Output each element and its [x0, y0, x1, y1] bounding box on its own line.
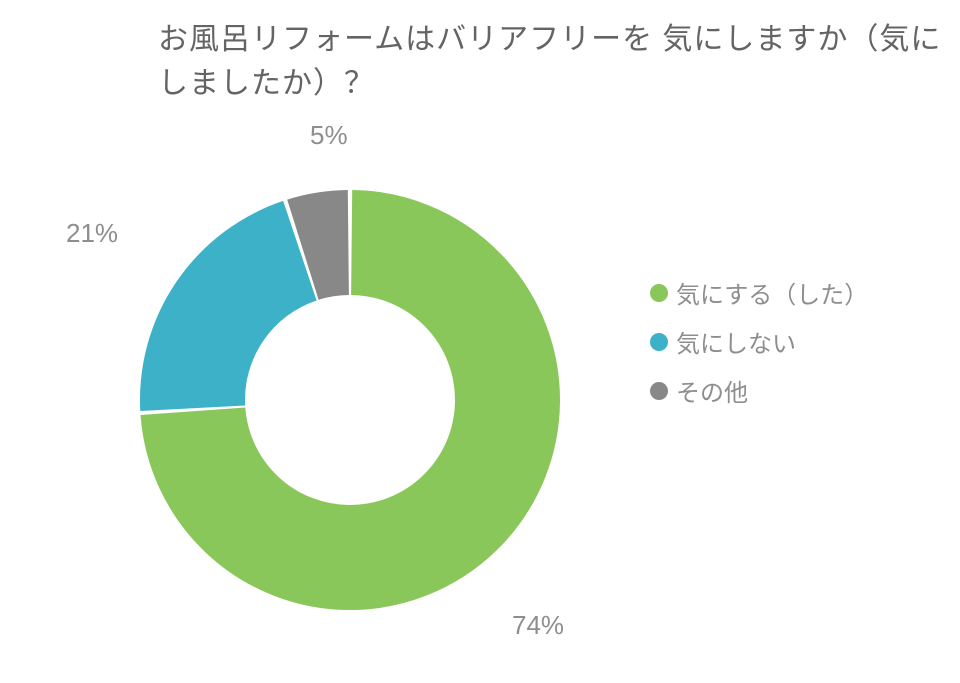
legend-label-notcare: 気にしない [676, 324, 796, 359]
slice-label-other: 5% [310, 120, 348, 151]
donut-chart: 74%21%5% [120, 140, 580, 660]
legend: 気にする（した） 気にしないその他 [650, 275, 868, 422]
donut-svg [120, 140, 580, 660]
slice-label-care: 74% [512, 610, 564, 641]
legend-item-care: 気にする（した） [650, 275, 868, 310]
chart-title: お風呂リフォームはバリアフリーを 気にしますか（気にしましたか）？ [158, 18, 960, 105]
legend-label-care: 気にする（した） [676, 275, 868, 310]
legend-label-other: その他 [676, 373, 748, 408]
legend-item-other: その他 [650, 373, 868, 408]
legend-bullet-care [650, 284, 668, 302]
legend-bullet-notcare [650, 333, 668, 351]
slice-label-notcare: 21% [66, 218, 118, 249]
legend-bullet-other [650, 382, 668, 400]
legend-item-notcare: 気にしない [650, 324, 868, 359]
